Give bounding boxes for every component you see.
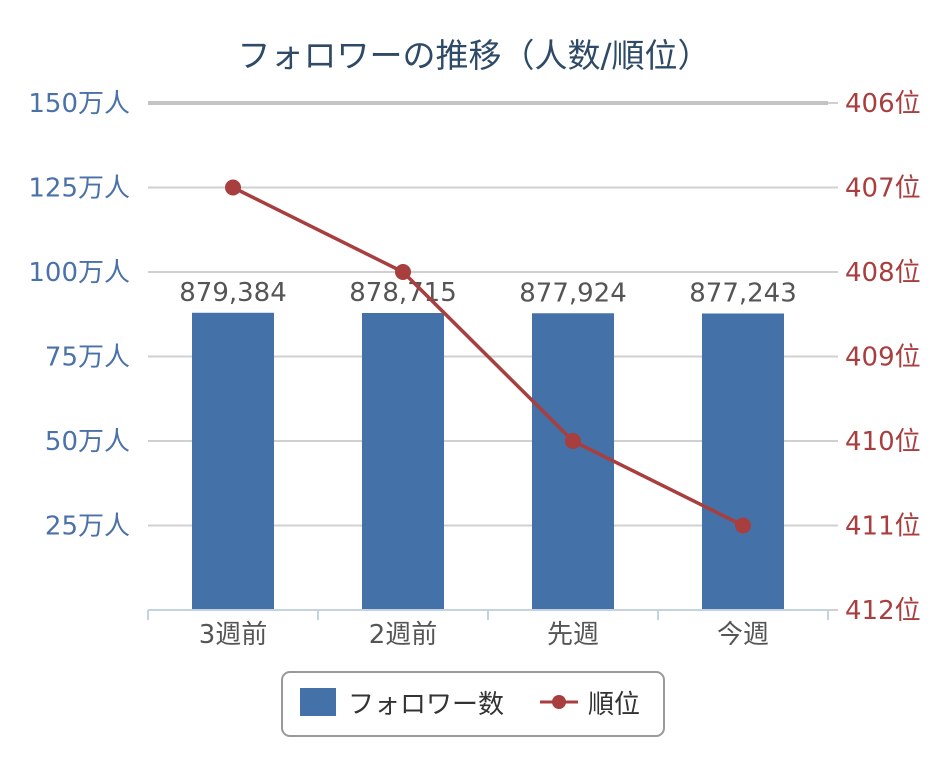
right-axis: 406位 407位 408位 409位 410位 411位 412位	[828, 89, 921, 626]
bar	[192, 312, 274, 610]
bar-data-label: 877,924	[519, 278, 627, 308]
bar	[532, 313, 614, 610]
left-tick-label: 75万人	[45, 343, 130, 373]
bar-data-label: 879,384	[179, 278, 287, 308]
right-tick-label: 408位	[845, 258, 921, 288]
legend-line-label: 順位	[588, 690, 640, 720]
right-tick-label: 409位	[845, 343, 921, 373]
bar-data-label: 877,243	[689, 278, 797, 308]
left-tick-label: 25万人	[45, 512, 130, 542]
bar	[362, 312, 444, 610]
x-tick-label: 3週前	[199, 620, 268, 650]
right-tick-label: 410位	[845, 427, 921, 457]
left-tick-label: 125万人	[28, 174, 130, 204]
left-tick-label: 100万人	[28, 258, 130, 288]
bar-data-label: 878,715	[349, 278, 457, 308]
line-series	[225, 179, 751, 534]
legend-box	[281, 671, 665, 737]
line-point	[225, 179, 241, 196]
right-tick-label: 407位	[845, 174, 921, 204]
left-tick-label: 50万人	[45, 427, 130, 457]
line-point	[735, 517, 751, 534]
x-tick-label: 2週前	[369, 620, 438, 650]
right-tick-label: 411位	[845, 512, 921, 542]
x-tick-label: 今週	[717, 620, 769, 650]
x-tick-label: 先週	[547, 620, 599, 650]
bar-data-labels: 879,384 878,715 877,924 877,243	[179, 278, 797, 309]
legend-line-marker	[552, 695, 566, 709]
x-axis: 3週前 2週前 先週 今週	[147, 609, 829, 650]
bar	[702, 313, 784, 610]
line-point	[395, 264, 411, 280]
legend-bar-swatch	[300, 688, 336, 716]
right-tick-label: 406位	[845, 89, 921, 119]
left-axis: 25万人 50万人 75万人 100万人 125万人 150万人	[28, 89, 130, 542]
right-tick-label: 412位	[845, 596, 921, 626]
line-path	[232, 185, 744, 528]
line-point	[565, 433, 581, 449]
legend[interactable]: フォロワー数 順位	[281, 671, 665, 737]
bar-series	[192, 312, 784, 610]
legend-bar-label: フォロワー数	[348, 690, 504, 720]
chart-title: フォロワーの推移（人数/順位）	[237, 36, 710, 75]
left-tick-label: 150万人	[28, 89, 130, 119]
